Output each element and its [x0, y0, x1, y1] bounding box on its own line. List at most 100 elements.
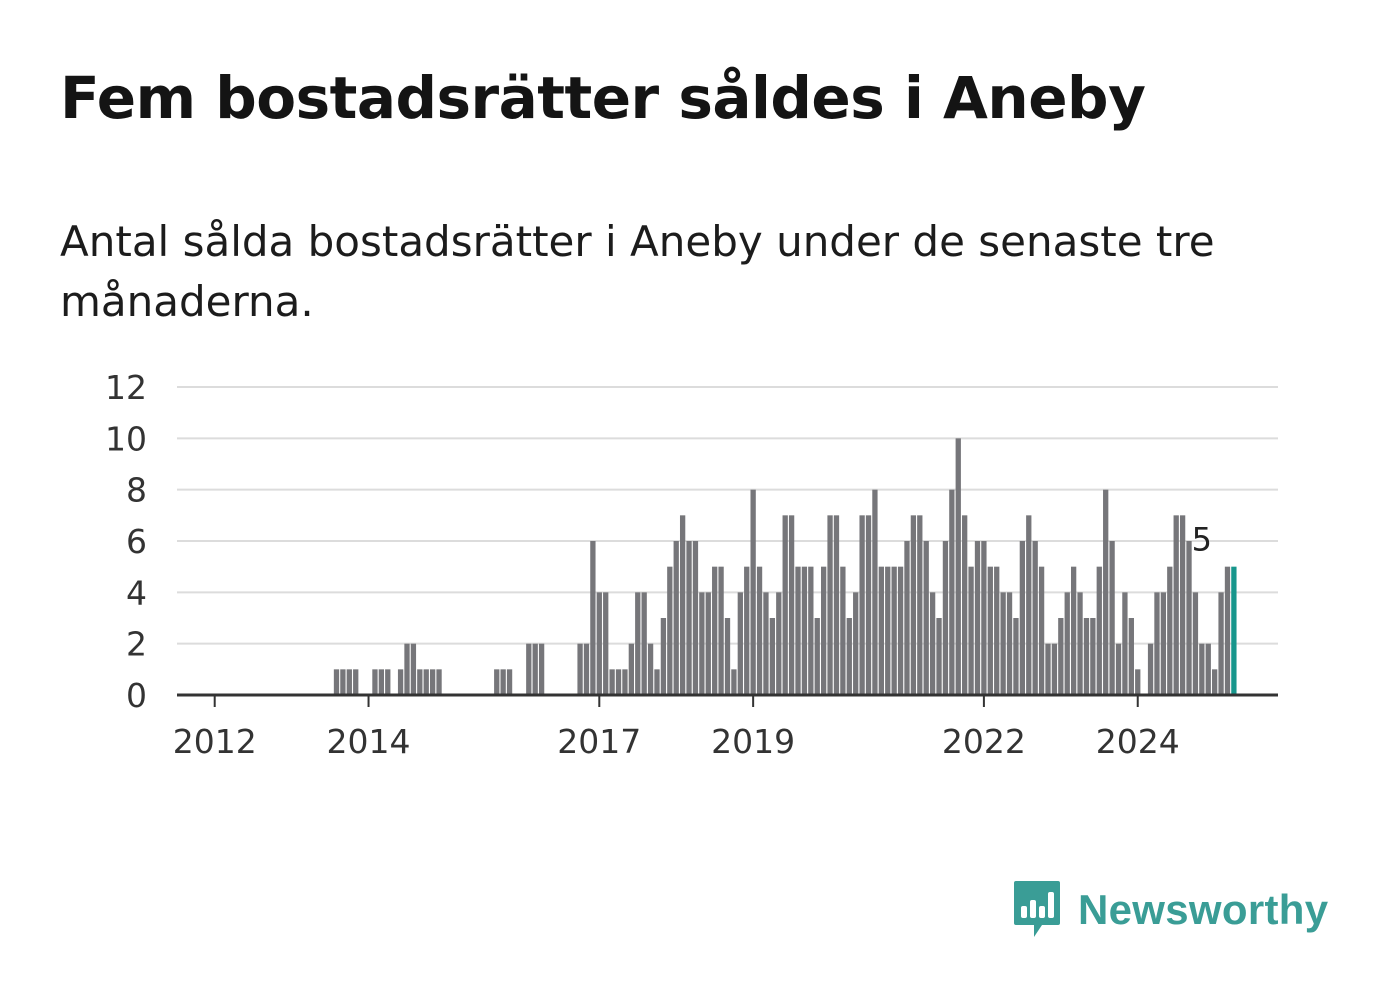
bar: [577, 643, 583, 695]
bar: [596, 592, 602, 695]
bar: [333, 669, 340, 695]
bar: [583, 643, 590, 695]
bar: [1199, 643, 1205, 695]
bar: [353, 669, 359, 695]
bar: [1013, 618, 1019, 695]
bar: [635, 592, 641, 695]
bar: [782, 515, 788, 695]
x-tick-label: 2022: [942, 722, 1026, 761]
bar: [891, 566, 897, 695]
bar: [1173, 515, 1179, 695]
bar: [660, 618, 667, 695]
bar: [750, 489, 756, 695]
brand-logo: Newsworthy: [1012, 878, 1328, 942]
bar: [827, 515, 833, 695]
bar: [429, 669, 436, 695]
bar: [833, 515, 840, 695]
bar: [532, 643, 538, 695]
bar: [1154, 592, 1160, 695]
bar: [628, 643, 634, 695]
bar: [423, 669, 429, 695]
bar: [865, 515, 872, 695]
bar: [692, 541, 699, 695]
x-tick-label: 2024: [1096, 722, 1180, 761]
bar: [859, 515, 865, 695]
bar: [417, 669, 423, 695]
bar: [808, 566, 814, 695]
bar: [878, 566, 884, 695]
bar: [1077, 592, 1083, 695]
data-label: 5: [1192, 521, 1212, 559]
bar: [974, 541, 981, 695]
bar: [910, 515, 917, 695]
bar: [1122, 592, 1128, 695]
y-tick-label: 6: [126, 522, 147, 561]
bar: [1160, 592, 1167, 695]
bar: [769, 618, 776, 695]
bar: [346, 669, 352, 695]
bar: [1109, 541, 1115, 695]
bar: [622, 669, 628, 695]
bar: [763, 592, 769, 695]
bar: [1064, 592, 1070, 695]
bar: [731, 669, 737, 695]
bar: [885, 566, 891, 695]
y-tick-label: 4: [126, 573, 147, 612]
bar: [1070, 566, 1077, 695]
bar: [840, 566, 846, 695]
bar: [712, 566, 718, 695]
bar: [788, 515, 795, 695]
bar: [1000, 592, 1006, 695]
bar: [1128, 618, 1134, 695]
bar: [647, 643, 654, 695]
bar: [801, 566, 808, 695]
bar: [1006, 592, 1013, 695]
bar: [1135, 669, 1141, 695]
bar: [615, 669, 622, 695]
bar: [962, 515, 968, 695]
bar: [1096, 566, 1102, 695]
bar: [936, 618, 942, 695]
bar: [1051, 643, 1058, 695]
bar: [404, 643, 410, 695]
y-tick-label: 12: [105, 368, 147, 407]
bar: [853, 592, 859, 695]
brand-name: Newsworthy: [1078, 886, 1329, 933]
bar: [968, 566, 974, 695]
chart-subtitle: Antal sålda bostadsrätter i Aneby under …: [60, 217, 1215, 326]
y-tick-label: 2: [126, 625, 147, 664]
bar: [1026, 515, 1032, 695]
bar: [949, 489, 955, 695]
bar: [603, 592, 609, 695]
bar: [641, 592, 647, 695]
bar: [1192, 592, 1199, 695]
bar-chart: 0 2 4 6 8 10 12 2012 2014 2017 2019 2022 2024 5: [105, 368, 1278, 761]
newsworthy-logo-icon: [1014, 881, 1060, 937]
bar: [378, 669, 385, 695]
x-tick-label: 2014: [327, 722, 411, 761]
x-tick-label: 2019: [711, 722, 795, 761]
bar: [955, 438, 961, 695]
bar: [923, 541, 929, 695]
bar: [679, 515, 686, 695]
bar: [724, 618, 731, 695]
bar: [917, 515, 923, 695]
bar: [776, 592, 782, 695]
bar: [705, 592, 711, 695]
bar: [994, 566, 1000, 695]
x-tick-label: 2012: [173, 722, 257, 761]
bar: [814, 618, 820, 695]
bar: [1224, 566, 1231, 695]
bar: [526, 643, 532, 695]
bar: [667, 566, 673, 695]
bar: [1045, 643, 1051, 695]
bar: [500, 669, 506, 695]
bar: [1032, 541, 1038, 695]
bar: [1019, 541, 1026, 695]
bar: [1205, 643, 1211, 695]
bar: [609, 669, 615, 695]
bar: [673, 541, 679, 695]
bar: [506, 669, 513, 695]
bar: [821, 566, 827, 695]
bar: [372, 669, 378, 695]
